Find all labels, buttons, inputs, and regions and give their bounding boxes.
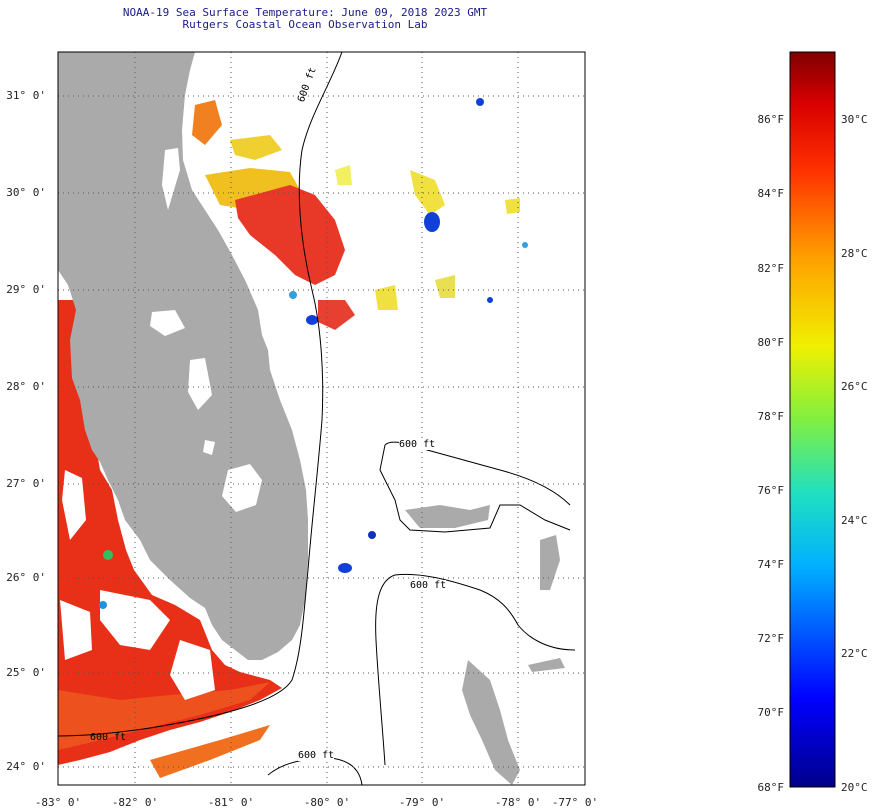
- lat-label-24: 24° 0': [6, 760, 46, 773]
- graticule: [58, 52, 585, 785]
- contour-label-gulf: 600 ft: [90, 732, 127, 743]
- sst-atlantic-orange-north: [192, 100, 222, 145]
- sst-patch-yellow-3: [435, 275, 455, 298]
- cb-c-20: 20°C: [841, 781, 868, 794]
- sst-patch-yellow-5: [505, 198, 520, 214]
- sst-patch-yellow-6: [335, 165, 352, 185]
- cold-patch-3: [338, 563, 352, 573]
- bahamas-land-eleuthera: [540, 535, 560, 590]
- cb-c-28: 28°C: [841, 247, 868, 260]
- cb-c-22: 22°C: [841, 647, 868, 660]
- lon-label-82: -82° 0': [111, 796, 159, 809]
- cold-patch-6: [289, 291, 297, 299]
- cb-f-78: 78°F: [757, 410, 785, 423]
- colorbar: [789, 51, 836, 788]
- cb-f-82: 82°F: [757, 262, 785, 275]
- contour-label-abaco: 600 ft: [399, 439, 436, 450]
- sst-patch-yellow-4: [375, 285, 398, 310]
- lat-label-29: 29° 0': [6, 283, 46, 296]
- cb-f-74: 74°F: [757, 558, 785, 571]
- contour-label-bahamas: 600 ft: [410, 580, 447, 591]
- contour-label-south: 600 ft: [298, 750, 335, 761]
- lon-label-79: -79° 0': [398, 796, 446, 809]
- lon-label-78: -78° 0': [494, 796, 542, 809]
- sst-patch-yellow-1: [230, 135, 282, 160]
- bahamas-land-cay: [528, 658, 565, 672]
- lat-label-25: 25° 0': [6, 666, 46, 679]
- sst-patch-yellow-2: [410, 170, 445, 215]
- cb-f-84: 84°F: [757, 187, 785, 200]
- lon-label-77: -77° 0': [551, 796, 599, 809]
- cold-patch-8: [522, 242, 528, 248]
- inland-no-data-2: [188, 358, 212, 410]
- bank-outline: [379, 444, 571, 533]
- cold-patch-4: [368, 531, 376, 539]
- cb-c-26: 26°C: [841, 380, 868, 393]
- cold-patch-2: [306, 315, 318, 325]
- cb-c-24: 24°C: [841, 514, 868, 527]
- contour-600ft-florida: [58, 52, 343, 737]
- cb-f-80: 80°F: [757, 336, 785, 349]
- lat-label-31: 31° 0': [6, 89, 46, 102]
- map-frame: [57, 51, 586, 786]
- map-subtitle: Rutgers Coastal Ocean Observation Lab: [182, 18, 428, 31]
- cb-c-30: 30°C: [841, 113, 868, 126]
- blue-patch-gulf: [103, 550, 113, 560]
- sst-keys-strip: [150, 725, 270, 778]
- cb-f-70: 70°F: [757, 706, 785, 719]
- lon-label-83: -83° 0': [34, 796, 82, 809]
- sst-gulf-warm: [58, 300, 282, 765]
- cb-f-68: 68°F: [757, 781, 785, 794]
- cold-patch-1: [424, 212, 440, 232]
- no-data-patch-4: [60, 600, 92, 660]
- cold-patch-7: [487, 297, 493, 303]
- lat-label-30: 30° 0': [6, 186, 46, 199]
- lon-label-81: -81° 0': [207, 796, 255, 809]
- no-data-patch-3: [170, 640, 215, 700]
- inland-no-data-1: [162, 148, 180, 210]
- bahamas-land-abaco: [405, 505, 490, 528]
- map-title: NOAA-19 Sea Surface Temperature: June 09…: [122, 6, 488, 19]
- blue-patch-gulf-2: [99, 601, 107, 609]
- cb-f-76: 76°F: [757, 484, 785, 497]
- lat-label-26: 26° 0': [6, 571, 46, 584]
- no-data-patch-1: [62, 470, 86, 540]
- no-data-patch-2: [100, 590, 170, 650]
- cb-f-72: 72°F: [757, 632, 785, 645]
- sst-atlantic-red: [235, 185, 345, 285]
- lat-label-28: 28° 0': [6, 380, 46, 393]
- inland-no-data-3: [150, 310, 185, 336]
- lat-label-27: 27° 0': [6, 477, 46, 490]
- bahamas-land-andros: [462, 660, 520, 785]
- lon-label-80: -80° 0': [303, 796, 351, 809]
- cold-patch-5: [476, 98, 484, 106]
- lake-okeechobee: [222, 464, 262, 512]
- cb-f-86: 86°F: [757, 113, 785, 126]
- inland-no-data-4: [203, 440, 215, 455]
